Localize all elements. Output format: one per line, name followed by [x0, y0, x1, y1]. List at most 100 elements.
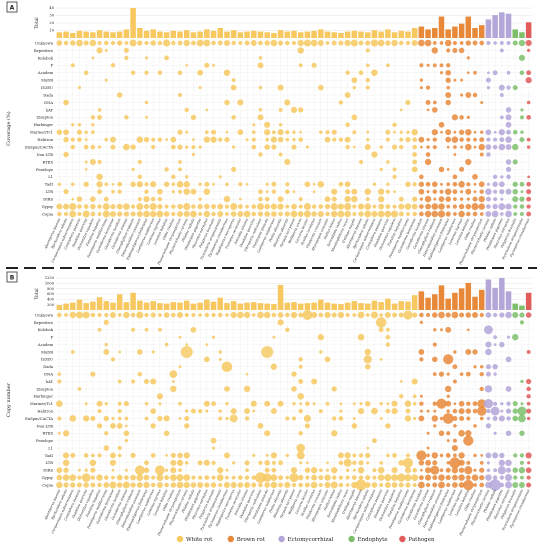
total-bar	[90, 301, 96, 310]
total-bar	[70, 33, 76, 38]
coverage-bubble	[96, 474, 103, 481]
coverage-bubble	[432, 460, 438, 466]
total-bar	[378, 302, 384, 310]
coverage-bubble	[479, 474, 485, 481]
coverage-bubble	[451, 444, 458, 452]
coverage-bubble	[498, 415, 505, 422]
row-label: Harbinger	[34, 395, 54, 399]
coverage-bubble	[446, 431, 451, 436]
total-bar	[398, 301, 405, 310]
row-label: RTEX	[43, 160, 54, 164]
legend-label: Pathogen	[408, 537, 435, 543]
coverage-bubble	[257, 114, 264, 121]
coverage-bubble	[258, 189, 263, 195]
coverage-bubble	[239, 197, 242, 201]
coverage-bubble	[163, 430, 170, 437]
coverage-bubble	[419, 357, 424, 362]
coverage-bubble	[122, 481, 130, 489]
coverage-bubble	[526, 378, 532, 385]
total-bar	[143, 30, 150, 38]
coverage-bubble	[111, 182, 115, 186]
coverage-bubble	[245, 182, 249, 186]
coverage-bubble	[338, 137, 344, 142]
coverage-bubble	[257, 211, 264, 217]
coverage-bubble	[192, 138, 195, 141]
coverage-bubble	[298, 312, 304, 318]
coverage-bubble	[164, 342, 169, 347]
coverage-bubble	[232, 461, 236, 465]
coverage-bubble	[392, 312, 397, 318]
coverage-bubble	[90, 196, 96, 202]
coverage-bubble	[165, 468, 169, 472]
coverage-bubble	[56, 203, 63, 210]
coverage-bubble	[265, 453, 269, 457]
coverage-bubble	[445, 211, 451, 217]
total-bar	[204, 299, 210, 310]
coverage-bubble	[365, 475, 371, 481]
coverage-bubble	[377, 188, 385, 195]
total-bar	[83, 303, 89, 310]
coverage-bubble	[345, 475, 350, 480]
coverage-bubble	[83, 70, 89, 76]
coverage-bubble	[178, 167, 182, 172]
coverage-bubble	[205, 409, 209, 413]
total-bar	[76, 30, 83, 38]
coverage-bubble	[110, 144, 116, 150]
coverage-bubble	[231, 78, 236, 83]
legend-item: Brown rot	[227, 535, 266, 543]
coverage-bubble	[486, 196, 491, 202]
total-bar	[311, 30, 317, 38]
coverage-bubble	[63, 151, 69, 158]
coverage-bubble	[198, 197, 202, 201]
coverage-bubble	[364, 188, 371, 195]
coverage-bubble	[425, 99, 431, 105]
coverage-bubble	[104, 475, 109, 480]
coverage-bubble	[302, 310, 313, 320]
coverage-bubble	[185, 130, 189, 134]
coverage-bubble	[477, 399, 487, 409]
coverage-bubble	[493, 197, 498, 202]
coverage-bubble	[489, 479, 501, 491]
coverage-bubble	[298, 408, 303, 414]
coverage-bubble	[520, 402, 524, 406]
coverage-bubble	[265, 137, 270, 142]
total-bar	[271, 33, 277, 38]
coverage-bubble	[238, 41, 243, 45]
coverage-bubble	[157, 313, 162, 317]
coverage-bubble	[143, 136, 150, 143]
coverage-bubble	[432, 189, 438, 194]
coverage-bubble	[465, 203, 472, 210]
coverage-bubble	[337, 203, 345, 210]
coverage-bubble	[124, 55, 129, 60]
coverage-bubble	[505, 210, 512, 218]
coverage-bubble	[331, 129, 337, 135]
total-bar	[485, 19, 492, 38]
coverage-bubble	[244, 40, 250, 46]
coverage-bubble	[364, 203, 372, 210]
coverage-bubble	[331, 430, 338, 437]
coverage-bubble	[351, 475, 357, 480]
coverage-bubble	[325, 130, 330, 135]
coverage-bubble	[418, 475, 424, 481]
coverage-bubble	[444, 385, 452, 393]
coverage-bubble	[445, 99, 451, 106]
coverage-bubble	[499, 341, 505, 348]
coverage-bubble	[479, 189, 484, 194]
total-bar	[137, 28, 143, 38]
coverage-bubble	[371, 407, 378, 415]
coverage-bubble	[445, 129, 452, 136]
total-bar	[438, 285, 445, 310]
coverage-bubble	[386, 402, 390, 406]
coverage-bubble	[69, 415, 77, 422]
coverage-bubble	[131, 167, 135, 172]
coverage-bubble	[459, 115, 464, 120]
coverage-bubble	[284, 211, 290, 217]
coverage-bubble	[350, 39, 358, 47]
coverage-bubble	[124, 416, 129, 421]
coverage-bubble	[517, 406, 527, 416]
coverage-bubble	[78, 468, 81, 472]
row-label: Helitron	[37, 409, 53, 413]
coverage-bubble	[264, 203, 270, 210]
coverage-bubble	[185, 145, 189, 149]
coverage-bubble	[505, 459, 512, 467]
